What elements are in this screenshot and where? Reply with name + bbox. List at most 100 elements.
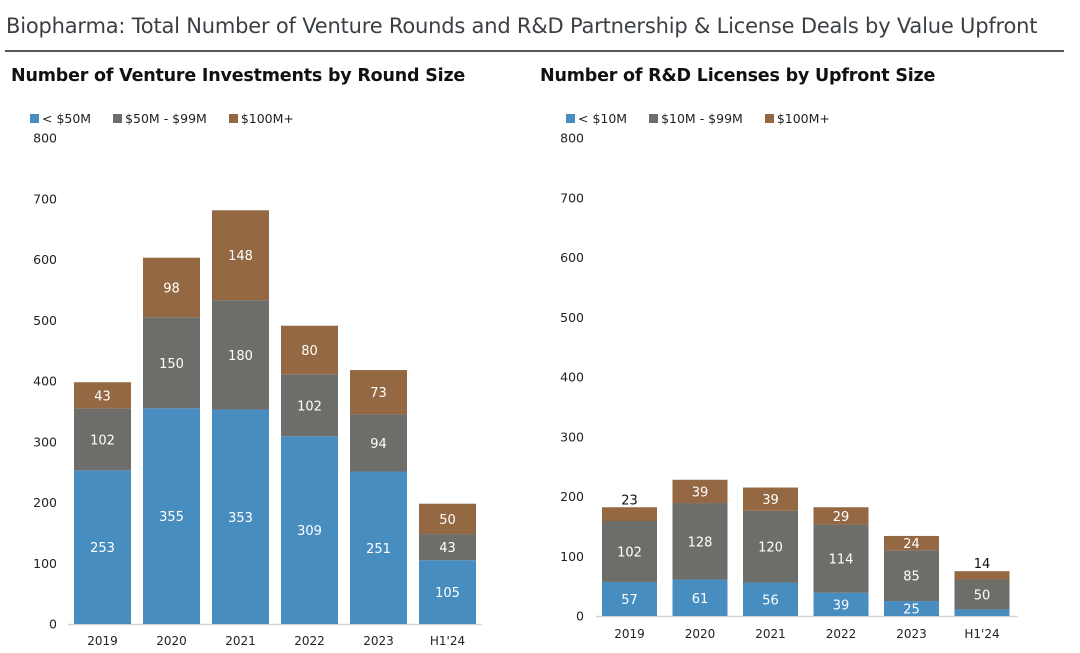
licenses-y-tick-label: 100 — [560, 549, 584, 564]
venture-bar-segment-gray — [281, 374, 338, 437]
licenses-bar-segment-gray — [813, 524, 869, 593]
licenses-data-label: 25 — [903, 603, 920, 618]
venture-bar-segment-brown — [350, 370, 407, 415]
licenses-bar-segment-gray — [743, 510, 798, 583]
licenses-data-label: 29 — [833, 510, 850, 525]
licenses-x-tick-label: 2019 — [614, 627, 645, 641]
licenses-bar-segment-brown — [813, 507, 869, 525]
venture-data-label: 102 — [297, 399, 322, 414]
venture-data-label: 43 — [94, 389, 111, 404]
licenses-bar-segment-blue — [672, 579, 728, 616]
venture-data-label: 150 — [159, 357, 184, 372]
venture-data-label: 94 — [370, 437, 387, 452]
licenses-data-label: 39 — [692, 485, 709, 500]
licenses-bar-segment-blue — [884, 601, 939, 616]
venture-x-tick-label: 2021 — [225, 634, 256, 648]
legend-label: < $50M — [42, 111, 92, 126]
licenses-bar-segment-gray — [602, 520, 657, 582]
venture-y-tick-label: 100 — [33, 556, 57, 571]
venture-bar-segment-gray — [419, 534, 476, 561]
venture-bar-segment-brown — [281, 325, 338, 375]
licenses-y-tick-label: 400 — [560, 370, 584, 385]
legend-item-under-50m: < $50M — [30, 111, 91, 126]
venture-chart-legend: < $50M $50M - $99M $100M+ — [30, 111, 312, 126]
venture-y-tick-label: 400 — [33, 374, 57, 389]
venture-data-label: 43 — [439, 541, 456, 556]
licenses-data-label: 120 — [758, 541, 783, 556]
venture-bar-segment-blue — [74, 470, 131, 624]
venture-y-tick-label: 200 — [33, 495, 57, 510]
licenses-data-label: 61 — [692, 592, 709, 607]
legend-label: $100M+ — [240, 111, 294, 126]
licenses-bar-segment-blue — [602, 581, 657, 616]
legend-swatch-gray — [649, 114, 659, 123]
licenses-y-tick-label: 700 — [560, 190, 584, 205]
venture-x-tick-label: H1'24 — [430, 634, 465, 648]
licenses-bar-segment-brown — [884, 535, 939, 551]
licenses-bar-segment-gray — [884, 550, 939, 602]
venture-x-tick-label: 2019 — [87, 634, 118, 648]
page-title: Biopharma: Total Number of Venture Round… — [6, 14, 1038, 38]
venture-data-label: 251 — [366, 542, 391, 557]
licenses-bar-segment-brown — [672, 479, 728, 504]
venture-data-label: 148 — [228, 249, 253, 264]
venture-data-label: 353 — [228, 511, 253, 526]
venture-data-label: 102 — [90, 433, 115, 448]
venture-y-tick-label: 300 — [33, 434, 57, 449]
licenses-y-tick-label: 800 — [560, 131, 584, 146]
licenses-data-label: 114 — [829, 553, 854, 568]
legend-swatch-blue — [30, 114, 39, 123]
licenses-chart-title: Number of R&D Licenses by Upfront Size — [540, 66, 936, 86]
legend-swatch-gray — [113, 114, 123, 123]
venture-bar-segment-gray — [212, 300, 269, 410]
legend-label: < $10M — [578, 111, 628, 126]
venture-y-tick-label: 600 — [33, 252, 57, 267]
venture-data-label: 105 — [435, 586, 460, 601]
venture-bar-segment-blue — [419, 560, 476, 624]
licenses-data-label: 39 — [762, 493, 779, 508]
legend-item-100m-plus: $100M+ — [228, 111, 294, 126]
legend-item-50m-99m: $50M - $99M — [113, 111, 207, 126]
licenses-x-tick-label: 2023 — [896, 627, 927, 641]
licenses-bar-segment-blue — [743, 582, 798, 616]
venture-data-label: 180 — [228, 349, 253, 364]
legend-item-10m-99m: $10M - $99M — [649, 111, 743, 126]
venture-bar-segment-brown — [212, 210, 269, 301]
licenses-bar-segment-gray — [954, 579, 1010, 610]
legend-swatch-brown — [764, 114, 774, 123]
venture-data-label: 98 — [163, 281, 180, 296]
licenses-x-tick-label: 2020 — [685, 627, 716, 641]
licenses-bar-segment-brown — [954, 571, 1010, 580]
venture-data-label: 50 — [439, 513, 456, 528]
legend-label: $100M+ — [776, 111, 830, 126]
licenses-data-label: 85 — [903, 570, 920, 585]
licenses-data-label: 57 — [621, 593, 638, 608]
licenses-y-tick-label: 500 — [560, 310, 584, 325]
venture-data-label: 253 — [90, 541, 115, 556]
licenses-bar-segment-brown — [602, 507, 657, 521]
venture-y-tick-label: 0 — [49, 617, 57, 632]
legend-label: $10M - $99M — [661, 111, 743, 126]
venture-chart-title: Number of Venture Investments by Round S… — [11, 66, 466, 86]
legend-label: $50M - $99M — [125, 111, 207, 126]
licenses-x-tick-label: 2021 — [755, 627, 786, 641]
venture-bar-segment-gray — [350, 414, 407, 472]
legend-swatch-blue — [566, 114, 575, 123]
licenses-chart-legend: < $10M $10M - $99M $100M+ — [566, 111, 848, 126]
legend-item-under-10m: < $10M — [566, 111, 627, 126]
venture-bar-segment-blue — [350, 471, 407, 624]
venture-bar-segment-brown — [74, 382, 131, 409]
venture-x-tick-label: 2023 — [363, 634, 394, 648]
venture-bar-segment-blue — [212, 409, 269, 624]
licenses-x-tick-label: H1'24 — [964, 627, 999, 641]
licenses-data-label: 56 — [762, 593, 779, 608]
licenses-bar-segment-blue — [813, 592, 869, 616]
venture-data-label: 80 — [301, 344, 318, 359]
venture-bar-segment-brown — [419, 503, 476, 535]
venture-bar-segment-blue — [143, 408, 200, 624]
venture-data-label: 73 — [370, 386, 387, 401]
licenses-y-tick-label: 600 — [560, 250, 584, 265]
venture-y-tick-label: 500 — [33, 313, 57, 328]
venture-bar-segment-gray — [143, 317, 200, 409]
licenses-y-tick-label: 0 — [576, 609, 584, 624]
